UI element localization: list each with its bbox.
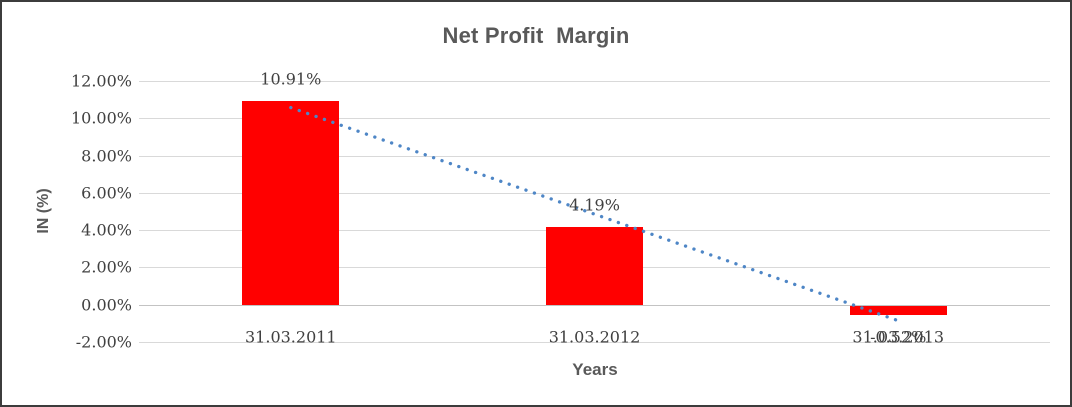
chart-title: Net Profit Margin xyxy=(442,23,630,48)
data-label: 10.91% xyxy=(260,69,322,89)
y-tick-label: 4.00% xyxy=(81,220,132,240)
x-category-label: 31.03.2013 xyxy=(852,327,944,347)
x-axis-title: Years xyxy=(572,360,618,379)
x-category-label: 31.03.2012 xyxy=(548,327,641,347)
data-label: 4.19% xyxy=(569,195,620,215)
y-tick-label: -2.00% xyxy=(75,332,132,352)
y-tick-label: 2.00% xyxy=(81,257,132,277)
y-tick-label: 0.00% xyxy=(81,295,132,315)
x-category-label: 31.03.2011 xyxy=(244,327,337,347)
bar xyxy=(546,226,643,305)
gridline xyxy=(139,81,1050,82)
bar xyxy=(242,101,340,305)
y-tick-label: 12.00% xyxy=(70,71,132,91)
gridline xyxy=(139,342,1050,343)
y-tick-label: 6.00% xyxy=(81,183,132,203)
y-tick-label: 10.00% xyxy=(70,108,132,128)
y-tick-label: 8.00% xyxy=(81,146,132,166)
data-label: -0.52% xyxy=(870,327,927,347)
bar xyxy=(849,305,947,316)
